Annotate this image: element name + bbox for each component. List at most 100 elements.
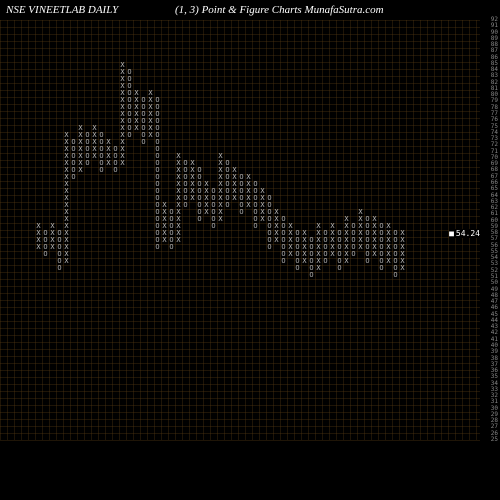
y-tick: 50 — [491, 280, 498, 286]
pf-x-cell: X — [119, 69, 126, 76]
pf-x-cell: X — [343, 216, 350, 223]
pf-o-cell: O — [210, 188, 217, 195]
grid-line-h — [0, 293, 480, 294]
pf-o-cell: O — [154, 167, 161, 174]
pf-o-cell: O — [336, 237, 343, 244]
pf-o-cell: O — [294, 244, 301, 251]
grid-line-h — [0, 90, 480, 91]
pf-x-cell: X — [133, 104, 140, 111]
y-tick: 47 — [491, 299, 498, 305]
grid-line-h — [0, 20, 480, 21]
pf-x-cell: X — [399, 230, 406, 237]
pf-x-cell: X — [77, 160, 84, 167]
pf-x-cell: X — [133, 90, 140, 97]
pf-o-cell: O — [154, 209, 161, 216]
pf-o-cell: O — [42, 237, 49, 244]
pf-x-cell: X — [63, 251, 70, 258]
pf-o-cell: O — [154, 97, 161, 104]
y-tick: 86 — [491, 55, 498, 61]
y-tick: 31 — [491, 399, 498, 405]
pf-o-cell: O — [154, 195, 161, 202]
pf-o-cell: O — [336, 244, 343, 251]
pf-o-cell: O — [140, 104, 147, 111]
pf-o-cell: O — [308, 251, 315, 258]
pf-o-cell: O — [280, 251, 287, 258]
pf-o-cell: O — [140, 139, 147, 146]
pf-o-cell: O — [70, 167, 77, 174]
pf-x-cell: X — [385, 244, 392, 251]
pf-x-cell: X — [245, 195, 252, 202]
pf-o-cell: O — [308, 258, 315, 265]
y-tick: 81 — [491, 86, 498, 92]
pf-x-cell: X — [329, 244, 336, 251]
pf-x-cell: X — [119, 118, 126, 125]
pf-x-cell: X — [315, 251, 322, 258]
pf-x-cell: X — [217, 153, 224, 160]
pf-o-cell: O — [196, 202, 203, 209]
pf-o-cell: O — [126, 132, 133, 139]
pf-o-cell: O — [182, 167, 189, 174]
pf-x-cell: X — [217, 160, 224, 167]
pf-x-cell: X — [357, 209, 364, 216]
pf-x-cell: X — [175, 160, 182, 167]
pf-o-cell: O — [154, 188, 161, 195]
y-tick: 63 — [491, 199, 498, 205]
grid-line-h — [0, 132, 480, 133]
y-tick: 73 — [491, 136, 498, 142]
symbol-title: NSE VINEETLAB DAILY — [6, 4, 118, 16]
y-tick: 76 — [491, 117, 498, 123]
pf-o-cell: O — [154, 118, 161, 125]
y-tick: 35 — [491, 374, 498, 380]
y-tick: 57 — [491, 236, 498, 242]
pf-o-cell: O — [266, 209, 273, 216]
grid-line-v — [28, 20, 29, 440]
pf-o-cell: O — [112, 167, 119, 174]
pf-x-cell: X — [217, 174, 224, 181]
grid-line-v — [210, 20, 211, 440]
pf-x-cell: X — [217, 188, 224, 195]
pf-x-cell: X — [63, 258, 70, 265]
pf-o-cell: O — [182, 202, 189, 209]
grid-line-v — [217, 20, 218, 440]
pf-o-cell: O — [182, 181, 189, 188]
pf-x-cell: X — [147, 97, 154, 104]
y-tick: 74 — [491, 130, 498, 136]
pf-x-cell: X — [231, 181, 238, 188]
grid-line-v — [252, 20, 253, 440]
pf-x-cell: X — [385, 237, 392, 244]
y-tick: 36 — [491, 368, 498, 374]
grid-line-v — [420, 20, 421, 440]
grid-line-h — [0, 356, 480, 357]
pf-o-cell: O — [224, 202, 231, 209]
pf-o-cell: O — [84, 146, 91, 153]
y-tick: 72 — [491, 142, 498, 148]
pf-o-cell: O — [210, 216, 217, 223]
y-tick: 25 — [491, 437, 498, 443]
grid-line-h — [0, 398, 480, 399]
y-tick: 27 — [491, 424, 498, 430]
pf-x-cell: X — [63, 153, 70, 160]
y-tick: 52 — [491, 268, 498, 274]
pf-o-cell: O — [196, 209, 203, 216]
pf-x-cell: X — [175, 237, 182, 244]
pf-o-cell: O — [280, 223, 287, 230]
grid-line-h — [0, 69, 480, 70]
pf-o-cell: O — [154, 146, 161, 153]
pf-x-cell: X — [329, 251, 336, 258]
grid-line-h — [0, 286, 480, 287]
pf-x-cell: X — [343, 244, 350, 251]
pf-o-cell: O — [238, 174, 245, 181]
pf-o-cell: O — [112, 153, 119, 160]
pf-o-cell: O — [294, 230, 301, 237]
pf-o-cell: O — [154, 223, 161, 230]
pf-x-cell: X — [385, 251, 392, 258]
pf-x-cell: X — [273, 230, 280, 237]
grid-line-h — [0, 377, 480, 378]
pf-x-cell: X — [77, 132, 84, 139]
pf-x-cell: X — [175, 153, 182, 160]
pf-x-cell: X — [203, 202, 210, 209]
pf-x-cell: X — [119, 132, 126, 139]
pf-o-cell: O — [84, 160, 91, 167]
pf-o-cell: O — [126, 90, 133, 97]
pf-x-cell: X — [217, 167, 224, 174]
